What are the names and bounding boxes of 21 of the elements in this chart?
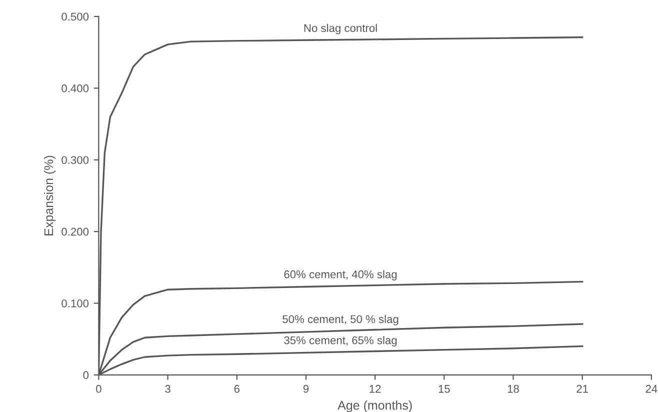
y-tick-label: 0.500 [62, 12, 89, 21]
x-tick-label: 0 [96, 384, 102, 393]
x-tick-label: 12 [370, 384, 381, 393]
y-tick-label: 0.400 [62, 84, 89, 92]
series-label: No slag control [304, 24, 377, 34]
series-label: 60% cement, 40% slag [284, 270, 397, 280]
y-axis-title: Expansion (%) [44, 156, 56, 236]
y-tick-label: 0 [83, 371, 89, 380]
x-tick-label: 3 [165, 384, 170, 393]
x-tick-label: 6 [234, 384, 240, 393]
series-label: 50% cement, 50 % slag [282, 314, 398, 326]
x-tick-label: 24 [646, 384, 658, 393]
y-tick-label: 0.300 [62, 156, 89, 164]
x-tick-label: 15 [438, 385, 450, 393]
y-tick-label: 0.100 [62, 300, 89, 308]
x-tick-label: 18 [508, 384, 519, 393]
x-tick-label: 21 [576, 384, 588, 393]
x-axis-title: Age (months) [338, 400, 412, 412]
y-tick-label: 0.200 [62, 228, 89, 236]
series-label: 35% cement, 65% slag [284, 336, 397, 346]
x-tick-label: 9 [303, 384, 309, 393]
